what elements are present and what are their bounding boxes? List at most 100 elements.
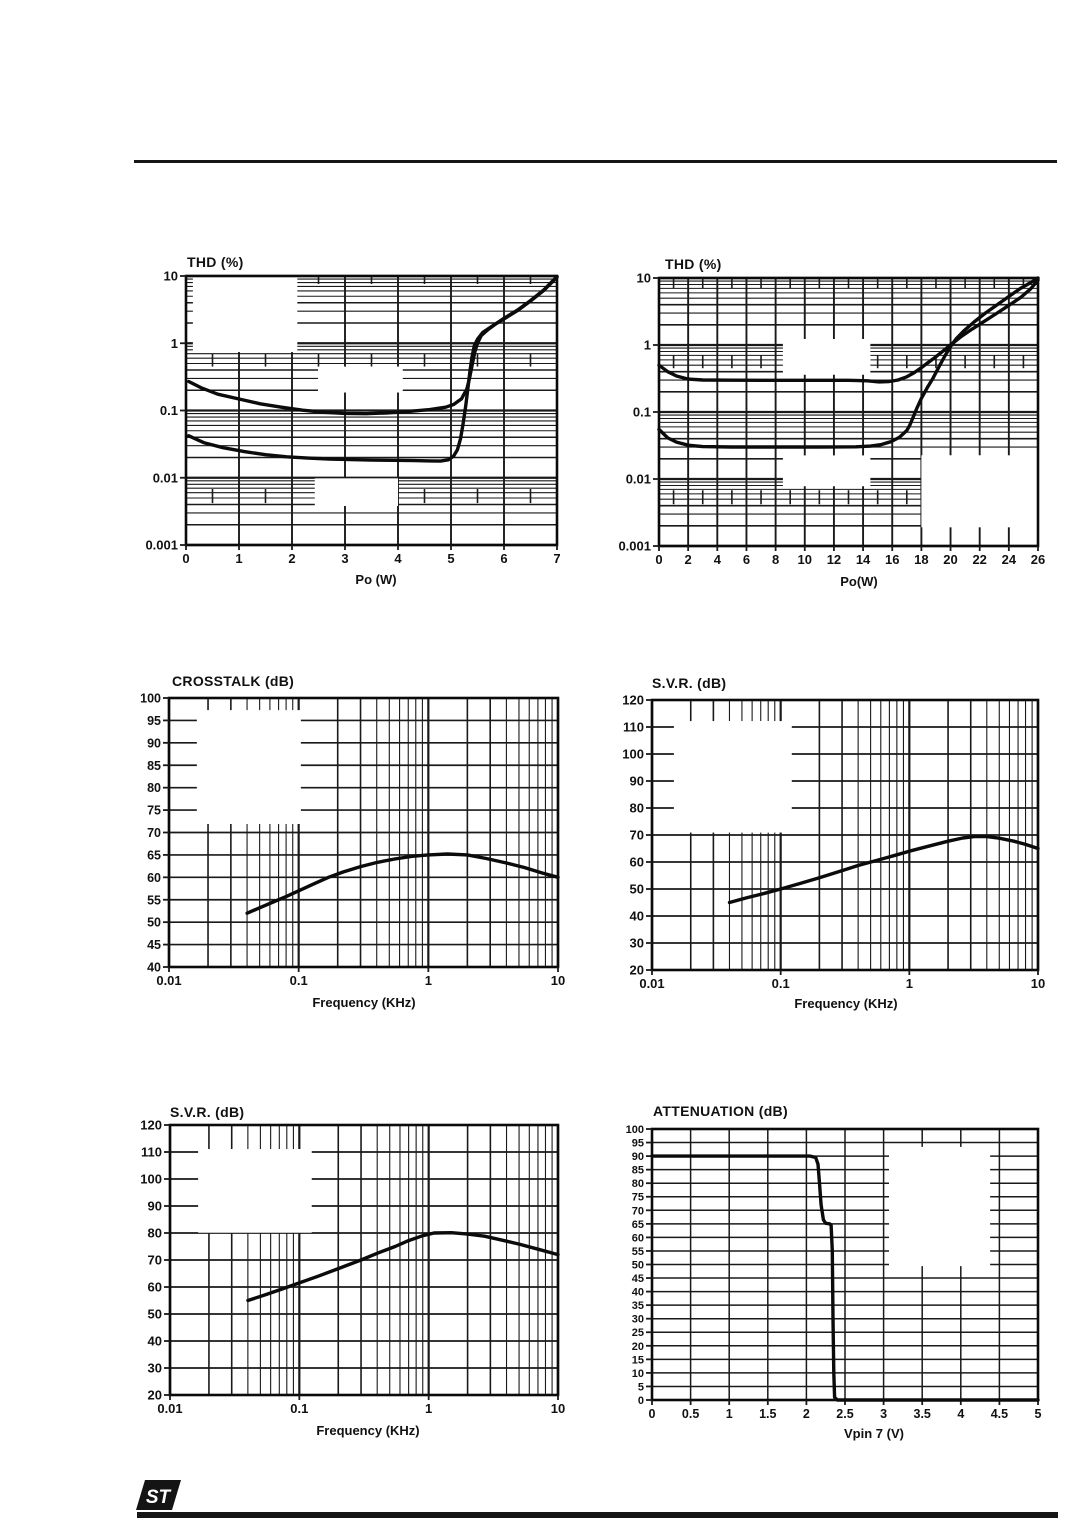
svg-text:75: 75 (632, 1192, 644, 1204)
svg-text:20: 20 (632, 1341, 644, 1353)
svg-text:0.1: 0.1 (290, 1401, 308, 1416)
svg-text:40: 40 (148, 1334, 162, 1349)
svg-text:50: 50 (630, 882, 644, 897)
chart-crosstalk-xlabel: Frequency (KHz) (312, 995, 416, 1010)
chart-thd-1-title: THD (%) (187, 254, 244, 270)
svg-text:10: 10 (637, 271, 651, 286)
chart-svr-2-xlabel: Frequency (KHz) (316, 1423, 420, 1438)
svg-text:0: 0 (638, 1395, 644, 1407)
svg-text:22: 22 (972, 552, 986, 567)
svg-text:85: 85 (632, 1165, 644, 1177)
chart-svr-1-title: S.V.R. (dB) (652, 675, 727, 691)
svg-text:0.1: 0.1 (633, 405, 651, 420)
chart-attenuation-xlabel: Vpin 7 (V) (844, 1426, 904, 1441)
svg-text:0.001: 0.001 (145, 538, 178, 553)
svg-text:0.1: 0.1 (290, 973, 308, 988)
svg-text:14: 14 (856, 552, 871, 567)
svg-text:2: 2 (803, 1407, 810, 1421)
svg-text:0: 0 (649, 1407, 656, 1421)
svg-text:100: 100 (140, 692, 161, 706)
svg-text:26: 26 (1031, 552, 1045, 567)
svg-text:3: 3 (341, 551, 348, 566)
svg-text:15: 15 (632, 1354, 644, 1366)
svg-text:100: 100 (626, 1124, 644, 1136)
svg-text:100: 100 (140, 1172, 162, 1187)
svg-text:20: 20 (148, 1388, 162, 1403)
svg-text:0.1: 0.1 (160, 403, 178, 418)
svg-text:4: 4 (394, 551, 402, 566)
svg-text:0.01: 0.01 (626, 472, 651, 487)
svg-text:60: 60 (148, 1280, 162, 1295)
svg-text:1: 1 (171, 336, 178, 351)
svg-text:0.01: 0.01 (157, 1401, 182, 1416)
svg-text:0.01: 0.01 (639, 976, 664, 991)
svg-text:50: 50 (147, 916, 161, 930)
svg-text:1: 1 (425, 1401, 432, 1416)
svg-text:10: 10 (164, 269, 178, 284)
svg-text:4.5: 4.5 (991, 1407, 1008, 1421)
svg-text:10: 10 (551, 1401, 565, 1416)
chart-svr-1-xlabel: Frequency (KHz) (794, 996, 898, 1011)
st-logo-text: ST (146, 1487, 172, 1508)
svg-text:10: 10 (798, 552, 812, 567)
svg-text:100: 100 (622, 747, 644, 762)
svg-text:90: 90 (148, 1199, 162, 1214)
svg-text:90: 90 (632, 1151, 644, 1163)
svg-text:80: 80 (148, 1226, 162, 1241)
svg-text:8: 8 (772, 552, 779, 567)
chart-thd-1-xlabel: Po (W) (355, 572, 397, 587)
svg-text:30: 30 (632, 1314, 644, 1326)
svg-text:1: 1 (235, 551, 242, 566)
svg-text:1: 1 (726, 1407, 733, 1421)
svg-text:70: 70 (147, 826, 161, 840)
svg-text:3: 3 (880, 1407, 887, 1421)
svg-text:1.5: 1.5 (759, 1407, 776, 1421)
svg-text:45: 45 (632, 1273, 644, 1285)
svg-text:90: 90 (147, 736, 161, 750)
svg-text:0.001: 0.001 (618, 539, 651, 554)
header-rule (134, 160, 1057, 163)
svg-text:0.01: 0.01 (156, 973, 181, 988)
svg-text:2: 2 (685, 552, 692, 567)
svg-text:40: 40 (630, 909, 644, 924)
svg-text:5: 5 (1035, 1407, 1042, 1421)
svg-text:2: 2 (288, 551, 295, 566)
svg-text:1: 1 (425, 973, 432, 988)
svg-text:0.1: 0.1 (772, 976, 790, 991)
chart-attenuation-title: ATTENUATION (dB) (653, 1103, 788, 1119)
svg-text:55: 55 (632, 1246, 644, 1258)
svg-text:65: 65 (632, 1219, 644, 1231)
svg-text:70: 70 (632, 1205, 644, 1217)
svg-text:10: 10 (632, 1368, 644, 1380)
svg-text:50: 50 (632, 1259, 644, 1271)
svg-text:5: 5 (447, 551, 454, 566)
svg-text:0.01: 0.01 (153, 470, 178, 485)
chart-thd-1-plot: 0 1 2 3 4 5 6 7 10 1 0.1 0.01 0.001 (145, 269, 560, 566)
svg-text:25: 25 (632, 1327, 644, 1339)
chart-svr-2-title: S.V.R. (dB) (170, 1104, 245, 1120)
svg-text:3.5: 3.5 (914, 1407, 931, 1421)
chart-thd-2-title: THD (%) (665, 256, 722, 272)
svg-text:120: 120 (140, 1118, 162, 1133)
svg-text:80: 80 (632, 1178, 644, 1190)
chart-thd-2-xlabel: Po(W) (840, 574, 878, 589)
svg-text:30: 30 (630, 936, 644, 951)
svg-text:80: 80 (147, 781, 161, 795)
svg-text:120: 120 (622, 693, 644, 708)
svg-text:12: 12 (827, 552, 841, 567)
svg-text:20: 20 (943, 552, 957, 567)
svg-text:18: 18 (914, 552, 928, 567)
svg-text:40: 40 (147, 961, 161, 975)
svg-text:2.5: 2.5 (836, 1407, 853, 1421)
svg-text:35: 35 (632, 1300, 644, 1312)
svg-text:110: 110 (141, 1145, 162, 1160)
svg-text:90: 90 (630, 774, 644, 789)
svg-text:6: 6 (500, 551, 507, 566)
svg-text:0: 0 (655, 552, 662, 567)
svg-text:65: 65 (147, 848, 161, 862)
chart-attenuation-plot: 0 0.5 1 1.5 2 2.5 3 3.5 4 4.5 51009590858075706560… (626, 1124, 1042, 1421)
svg-text:7: 7 (553, 551, 560, 566)
svg-text:60: 60 (147, 871, 161, 885)
